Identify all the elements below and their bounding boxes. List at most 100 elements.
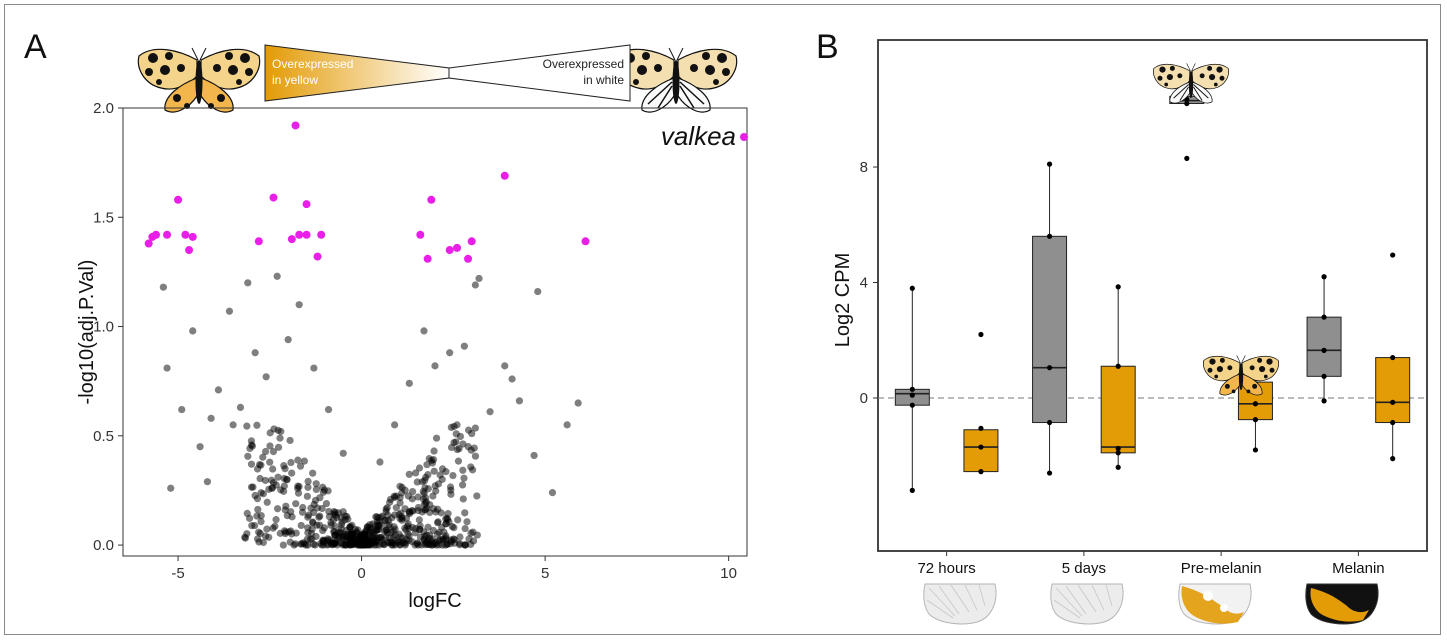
cloud-point	[294, 482, 302, 490]
cloud-point	[421, 494, 430, 502]
data-point	[295, 301, 303, 309]
cloud-point	[458, 481, 467, 489]
wing-icon-melanin	[1305, 583, 1379, 625]
data-point	[225, 307, 234, 315]
cloud-point	[452, 430, 460, 438]
volcano-plot-frame	[122, 107, 748, 557]
cloud-point	[292, 529, 300, 537]
sample-point	[978, 444, 984, 450]
sample-point	[1252, 401, 1259, 407]
sample-point	[1046, 470, 1053, 476]
cloud-point	[409, 487, 417, 496]
cloud-point	[434, 505, 442, 513]
sample-point	[1115, 445, 1121, 452]
data-point	[251, 349, 259, 357]
box-plot-frame	[877, 39, 1428, 552]
cloud-point	[424, 523, 432, 531]
cloud-point	[429, 492, 437, 500]
cloud-point	[447, 536, 455, 544]
x-tick-label: 10	[720, 565, 737, 582]
x-tick-label: 72 hours	[917, 560, 975, 577]
sample-point	[909, 402, 915, 408]
cloud-point	[453, 445, 461, 454]
moth-white-icon	[1152, 62, 1230, 104]
cloud-point	[390, 492, 398, 500]
cloud-point	[244, 452, 252, 460]
cloud-point	[398, 539, 406, 547]
cloud-point	[243, 530, 251, 538]
box-iqr	[963, 429, 999, 473]
data-point	[376, 458, 384, 466]
cloud-point	[350, 536, 358, 544]
highlight-point	[313, 252, 322, 261]
cloud-point	[248, 522, 256, 530]
volcano-background-points	[241, 421, 481, 549]
cloud-point	[447, 443, 456, 452]
y-tick-label: 4	[860, 275, 868, 292]
data-point	[277, 427, 285, 436]
cloud-point	[420, 535, 428, 543]
highlight-point	[163, 230, 172, 239]
cloud-point	[378, 536, 386, 544]
data-point	[203, 478, 212, 486]
cloud-point	[261, 447, 270, 456]
cloud-point	[348, 521, 356, 529]
sample-point	[1115, 363, 1121, 369]
cloud-point	[438, 465, 447, 473]
box-iqr	[1306, 316, 1342, 377]
cloud-point	[304, 541, 312, 549]
box-marks	[894, 77, 1411, 493]
cloud-point	[468, 466, 477, 474]
cloud-point	[294, 489, 303, 497]
cloud-point	[334, 529, 342, 537]
highlight-point	[302, 230, 311, 239]
data-point	[244, 279, 252, 287]
cloud-point	[430, 447, 438, 455]
cloud-point	[386, 498, 394, 506]
cloud-point	[468, 429, 476, 438]
cloud-point	[287, 527, 295, 535]
cloud-point	[316, 512, 324, 520]
panel-a-label: A	[24, 28, 47, 66]
highlight-point	[453, 243, 462, 252]
data-point	[167, 484, 175, 492]
cloud-point	[408, 523, 417, 532]
highlight-point	[464, 254, 473, 263]
sample-point	[1390, 252, 1396, 258]
cloud-point	[404, 492, 412, 500]
cloud-point	[430, 467, 438, 475]
cloud-point	[415, 464, 424, 472]
data-point	[501, 362, 509, 370]
cloud-point	[383, 526, 391, 534]
cloud-point	[254, 505, 262, 514]
cloud-point	[425, 454, 433, 463]
data-point	[574, 399, 582, 407]
sample-point	[1321, 347, 1327, 353]
cloud-point	[280, 487, 288, 495]
y-tick-label: 1.5	[93, 209, 114, 226]
cloud-point	[271, 522, 279, 530]
highlight-point	[152, 230, 161, 239]
cloud-point	[471, 452, 480, 460]
cloud-point	[447, 486, 455, 494]
data-point	[548, 489, 557, 497]
highlight-point	[317, 230, 326, 239]
highlight-point	[174, 195, 183, 204]
cloud-point	[307, 504, 315, 512]
sample-point	[978, 469, 984, 475]
sample-point	[1115, 464, 1121, 470]
cloud-point	[281, 506, 289, 514]
highlight-point	[269, 193, 278, 202]
cloud-point	[388, 514, 396, 522]
banner-right-wedge	[448, 44, 631, 102]
cloud-point	[253, 512, 261, 520]
cloud-point	[308, 535, 316, 543]
sample-point	[1184, 155, 1190, 161]
sample-point	[1115, 284, 1121, 290]
cloud-point	[309, 469, 317, 477]
cloud-point	[303, 492, 311, 500]
data-point	[508, 375, 516, 383]
cloud-point	[442, 520, 450, 528]
cloud-point	[411, 529, 419, 537]
